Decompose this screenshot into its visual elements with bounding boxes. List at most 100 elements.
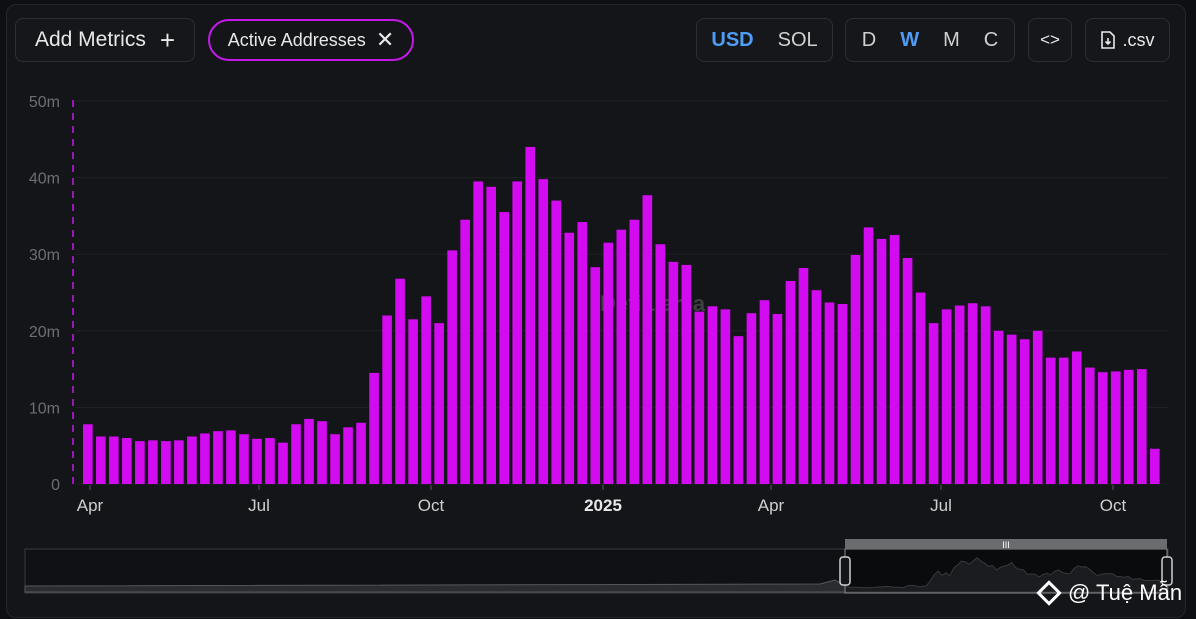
bar[interactable] — [226, 430, 236, 484]
period-option-d[interactable]: D — [861, 28, 877, 51]
bar[interactable] — [759, 300, 770, 484]
bar[interactable] — [863, 227, 874, 484]
bar[interactable] — [798, 267, 809, 484]
brush-left-handle[interactable] — [839, 556, 851, 586]
bar[interactable] — [694, 311, 705, 484]
bar[interactable] — [577, 222, 588, 484]
bar[interactable] — [408, 319, 418, 484]
currency-option-usd[interactable]: USD — [711, 28, 754, 51]
bar[interactable] — [941, 309, 952, 484]
bar[interactable] — [668, 261, 679, 484]
bar[interactable] — [135, 441, 145, 484]
bar[interactable] — [1058, 357, 1069, 484]
bar[interactable] — [824, 302, 835, 484]
bar[interactable] — [746, 313, 757, 484]
bar[interactable] — [629, 219, 640, 485]
embed-button[interactable]: <> — [1028, 18, 1072, 62]
code-icon: <> — [1040, 30, 1060, 49]
bar[interactable] — [603, 242, 614, 484]
bar[interactable] — [551, 200, 562, 484]
bar[interactable] — [434, 323, 444, 484]
bar[interactable] — [213, 431, 223, 484]
bar[interactable] — [1123, 369, 1134, 484]
bar[interactable] — [1097, 372, 1108, 484]
bar[interactable] — [486, 186, 496, 485]
bar[interactable] — [1019, 339, 1030, 484]
bar[interactable] — [993, 330, 1004, 484]
add-metrics-button[interactable]: Add Metrics + — [15, 18, 195, 62]
range-brush[interactable]: III — [24, 539, 1173, 594]
period-option-m[interactable]: M — [943, 28, 960, 51]
brush-selection[interactable] — [844, 548, 1168, 594]
bar[interactable] — [356, 422, 366, 484]
bar[interactable] — [785, 281, 796, 484]
bar[interactable] — [200, 433, 210, 484]
bar[interactable] — [928, 323, 939, 484]
bar[interactable] — [317, 421, 327, 484]
period-option-w[interactable]: W — [900, 28, 920, 51]
bar[interactable] — [850, 254, 861, 484]
bar[interactable] — [109, 436, 119, 484]
bar[interactable] — [343, 427, 353, 484]
bar[interactable] — [96, 436, 106, 484]
bar[interactable] — [122, 438, 132, 484]
bar[interactable] — [1149, 448, 1160, 484]
bar[interactable] — [720, 309, 731, 484]
bar[interactable] — [382, 315, 392, 484]
bar[interactable] — [967, 303, 978, 484]
bar[interactable] — [369, 372, 379, 484]
bar[interactable] — [772, 313, 783, 484]
bar[interactable] — [564, 232, 575, 484]
bar[interactable] — [304, 418, 314, 484]
bar[interactable] — [330, 434, 340, 484]
bar[interactable] — [187, 436, 197, 484]
bar[interactable] — [447, 250, 457, 484]
bar[interactable] — [655, 244, 666, 484]
bar[interactable] — [980, 306, 991, 484]
bar[interactable] — [902, 258, 913, 484]
close-icon[interactable]: ✕ — [375, 27, 395, 52]
bar[interactable] — [681, 264, 692, 484]
bar[interactable] — [733, 336, 744, 484]
bar[interactable] — [161, 441, 171, 484]
bar[interactable] — [1071, 351, 1082, 484]
bar[interactable] — [83, 424, 93, 484]
bar[interactable] — [707, 306, 718, 484]
period-option-c[interactable]: C — [983, 28, 999, 51]
bar[interactable] — [889, 235, 900, 484]
bar[interactable] — [876, 238, 887, 484]
brush-right-handle[interactable] — [1161, 556, 1173, 586]
bar[interactable] — [252, 438, 262, 484]
bar[interactable] — [174, 440, 184, 484]
bar[interactable] — [1084, 367, 1095, 484]
bar[interactable] — [811, 290, 822, 484]
bar[interactable] — [538, 179, 549, 484]
bar[interactable] — [1045, 357, 1056, 484]
bar[interactable] — [239, 434, 249, 484]
bar[interactable] — [915, 292, 926, 485]
bar[interactable] — [1136, 369, 1147, 484]
csv-download-button[interactable]: .csv — [1085, 18, 1170, 62]
bar[interactable] — [265, 438, 275, 484]
active-addresses-chip[interactable]: Active Addresses ✕ — [208, 19, 414, 61]
bar[interactable] — [395, 278, 405, 484]
bar[interactable] — [525, 146, 536, 484]
bar[interactable] — [421, 296, 431, 484]
currency-option-sol[interactable]: SOL — [777, 28, 818, 51]
bar[interactable] — [512, 181, 523, 484]
bar[interactable] — [616, 229, 627, 484]
bar[interactable] — [291, 424, 301, 484]
bar[interactable] — [460, 219, 470, 485]
bar[interactable] — [642, 195, 653, 484]
bar[interactable] — [473, 181, 483, 484]
bar[interactable] — [1032, 330, 1043, 484]
bar[interactable] — [590, 267, 601, 484]
brush-top-handle[interactable] — [845, 539, 1167, 549]
bar[interactable] — [837, 303, 848, 484]
bar[interactable] — [148, 440, 158, 484]
bar[interactable] — [1110, 371, 1121, 484]
bar[interactable] — [954, 305, 965, 484]
bar[interactable] — [278, 442, 288, 484]
bar[interactable] — [1006, 334, 1017, 484]
bar[interactable] — [499, 212, 510, 484]
